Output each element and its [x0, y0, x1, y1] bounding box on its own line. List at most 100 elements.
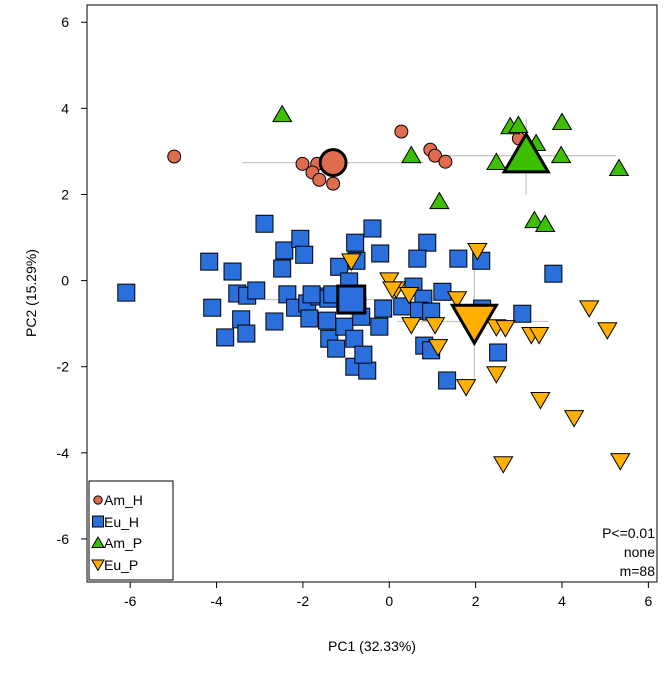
point-eu-h	[327, 339, 346, 358]
legend-label: Eu_P	[104, 557, 138, 573]
mean-eu-p	[449, 303, 499, 347]
point-eu-p	[427, 339, 449, 357]
point-eu-p	[528, 327, 550, 345]
point-eu-p	[610, 453, 631, 471]
legend-marker	[91, 536, 105, 548]
annotation-correction: none	[624, 544, 655, 560]
point-eu-h	[363, 219, 382, 238]
point-eu-p	[493, 456, 514, 474]
point-eu-h	[247, 281, 266, 300]
y-tick-label: 0	[61, 273, 69, 289]
legend-label: Am_H	[104, 492, 143, 508]
point-am-h	[394, 124, 409, 139]
legend: Am_H Eu_H Am_P Eu_P	[88, 480, 174, 581]
point-eu-h	[346, 233, 365, 252]
point-eu-h	[370, 317, 389, 336]
point-am-p	[271, 104, 293, 123]
mean-am-p	[501, 131, 551, 174]
plot-frame	[86, 4, 658, 583]
annotation-m: m=88	[620, 563, 656, 579]
point-eu-h	[544, 264, 563, 283]
legend-box	[88, 480, 174, 581]
point-eu-h	[489, 343, 508, 362]
y-tick-label: -2	[57, 359, 70, 375]
x-tick-label: -4	[210, 593, 223, 609]
point-eu-h	[408, 249, 427, 268]
point-eu-h	[200, 252, 219, 271]
point-am-p	[551, 112, 573, 130]
point-am-h	[428, 148, 443, 163]
point-eu-h	[318, 311, 337, 330]
point-am-h	[295, 156, 310, 171]
point-eu-h	[330, 257, 349, 276]
point-eu-h	[291, 229, 310, 248]
point-eu-p	[379, 272, 400, 290]
point-eu-p	[467, 243, 488, 261]
legend-marker	[92, 515, 104, 528]
point-eu-p	[530, 392, 551, 410]
point-eu-h	[513, 304, 532, 323]
point-eu-h	[371, 244, 390, 263]
x-tick-label: 4	[558, 593, 566, 609]
point-am-h	[312, 172, 327, 187]
point-eu-h	[117, 283, 136, 302]
y-tick-label: 2	[61, 186, 69, 202]
y-tick-label: -6	[57, 531, 70, 547]
point-am-p	[401, 145, 422, 164]
legend-marker	[93, 495, 103, 505]
point-eu-p	[382, 281, 403, 299]
point-eu-h	[203, 298, 222, 317]
point-am-p	[550, 145, 572, 164]
point-am-h	[438, 154, 453, 169]
point-eu-p	[495, 320, 516, 338]
y-tick-label: 6	[61, 14, 69, 30]
mean-eu-h	[336, 284, 367, 315]
point-eu-h	[345, 329, 364, 348]
point-am-p	[534, 214, 556, 232]
point-eu-h	[295, 245, 314, 264]
point-eu-p	[424, 317, 446, 335]
point-eu-p	[563, 410, 585, 428]
point-eu-h	[255, 214, 274, 233]
point-eu-h	[358, 361, 377, 380]
point-eu-p	[341, 253, 362, 271]
point-am-h	[167, 149, 182, 164]
legend-marker	[91, 559, 105, 572]
point-am-p	[429, 191, 450, 210]
x-tick-label: 6	[644, 593, 652, 609]
point-eu-p	[578, 300, 600, 318]
point-eu-h	[275, 241, 294, 260]
y-tick-label: -4	[57, 445, 70, 461]
point-eu-p	[398, 286, 420, 305]
point-eu-h	[418, 233, 437, 252]
point-eu-p	[401, 317, 422, 335]
point-eu-p	[597, 322, 618, 340]
point-eu-h	[273, 259, 292, 278]
point-eu-h	[223, 262, 242, 281]
x-tick-label: -2	[297, 593, 310, 609]
point-eu-h	[438, 371, 457, 390]
x-tick-label: 0	[385, 593, 393, 609]
y-axis-label: PC2 (15.29%)	[23, 249, 39, 337]
point-eu-p	[455, 379, 477, 397]
point-am-p	[608, 158, 630, 177]
legend-label: Eu_H	[104, 514, 139, 530]
point-eu-h	[265, 312, 284, 331]
point-eu-p	[446, 291, 468, 309]
x-axis-label: PC1 (32.33%)	[328, 638, 416, 654]
point-eu-h	[354, 345, 373, 364]
point-eu-h	[302, 285, 321, 304]
legend-label: Am_P	[104, 535, 142, 551]
point-eu-h	[449, 249, 468, 268]
point-am-p	[508, 115, 529, 133]
mean-am-h	[318, 148, 348, 178]
point-eu-h	[216, 328, 235, 347]
x-tick-label: 2	[472, 593, 480, 609]
annotation-pvalue: P<=0.01	[602, 525, 655, 541]
point-eu-h	[237, 324, 256, 343]
point-eu-p	[486, 366, 507, 384]
point-am-p	[524, 210, 545, 229]
point-am-p	[486, 152, 507, 170]
